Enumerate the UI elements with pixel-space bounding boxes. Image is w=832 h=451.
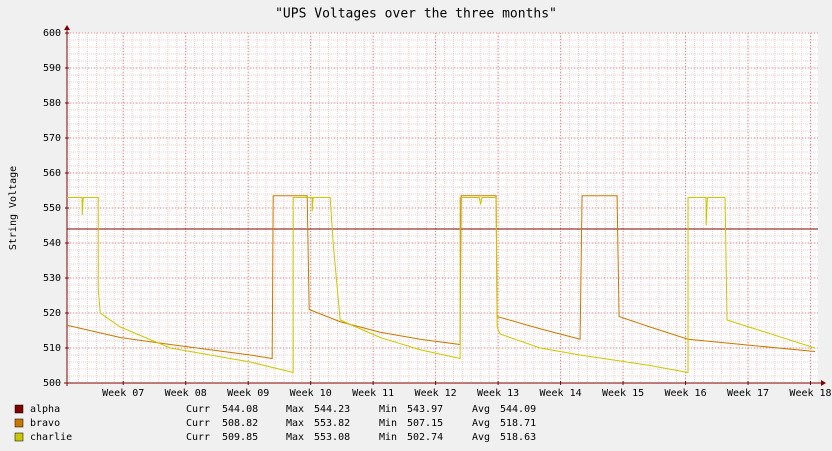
x-tick-label: Week 07	[102, 388, 144, 399]
stat-label: Max	[286, 432, 304, 443]
stat-value: 502.74	[407, 432, 443, 443]
stat-value: 518.63	[500, 432, 536, 443]
series-line	[67, 197, 816, 374]
x-tick-label: Week 16	[664, 388, 706, 399]
y-tick-label: 570	[43, 133, 61, 144]
y-tick-label: 540	[43, 238, 61, 249]
x-tick-label: Week 15	[602, 388, 644, 399]
stat-label: Curr	[186, 418, 210, 429]
stat-label: Min	[379, 404, 397, 415]
stat-label: Max	[286, 418, 304, 429]
legend-swatch	[14, 404, 24, 414]
y-tick-label: 510	[43, 343, 61, 354]
stat-label: Avg	[472, 432, 490, 443]
y-tick-label: 530	[43, 273, 61, 284]
legend-label: alpha	[30, 404, 60, 415]
y-tick-label: 590	[43, 63, 61, 74]
y-tick-label: 560	[43, 168, 61, 179]
stat-value: 544.23	[314, 404, 350, 415]
x-tick-label: Week 10	[290, 388, 332, 399]
y-tick-label: 580	[43, 98, 61, 109]
x-tick-label: Week 09	[227, 388, 269, 399]
stat-label: Curr	[186, 432, 210, 443]
stat-value: 509.85	[222, 432, 258, 443]
legend-swatch	[14, 432, 24, 442]
chart-title: "UPS Voltages over the three months"	[275, 7, 557, 22]
x-tick-label: Week 12	[415, 388, 457, 399]
stat-label: Min	[379, 432, 397, 443]
x-tick-label: Week 17	[727, 388, 769, 399]
legend-swatch	[14, 418, 24, 428]
y-tick-label: 520	[43, 308, 61, 319]
y-tick-label: 500	[43, 378, 61, 389]
stat-label: Avg	[472, 404, 490, 415]
y-tick-label: 550	[43, 203, 61, 214]
stat-value: 507.15	[407, 418, 443, 429]
x-tick-label: Week 11	[352, 388, 394, 399]
legend-label: bravo	[30, 418, 60, 429]
x-tick-label: Week 14	[540, 388, 582, 399]
x-tick-label: Week 13	[477, 388, 519, 399]
stat-label: Min	[379, 418, 397, 429]
stat-label: Curr	[186, 404, 210, 415]
y-axis-label: String Voltage	[8, 166, 19, 250]
stat-value: 553.08	[314, 432, 350, 443]
x-axis-arrow	[821, 380, 826, 386]
stat-label: Max	[286, 404, 304, 415]
stat-value: 553.82	[314, 418, 350, 429]
stat-value: 543.97	[407, 404, 443, 415]
stat-value: 508.82	[222, 418, 258, 429]
stat-value: 518.71	[500, 418, 536, 429]
y-tick-label: 600	[43, 28, 61, 39]
stat-value: 544.08	[222, 404, 258, 415]
stat-label: Avg	[472, 418, 490, 429]
stat-value: 544.09	[500, 404, 536, 415]
x-tick-label: Week 08	[165, 388, 207, 399]
y-axis-arrow	[64, 25, 70, 30]
x-tick-label: Week 18	[789, 388, 831, 399]
legend-label: charlie	[30, 432, 72, 443]
